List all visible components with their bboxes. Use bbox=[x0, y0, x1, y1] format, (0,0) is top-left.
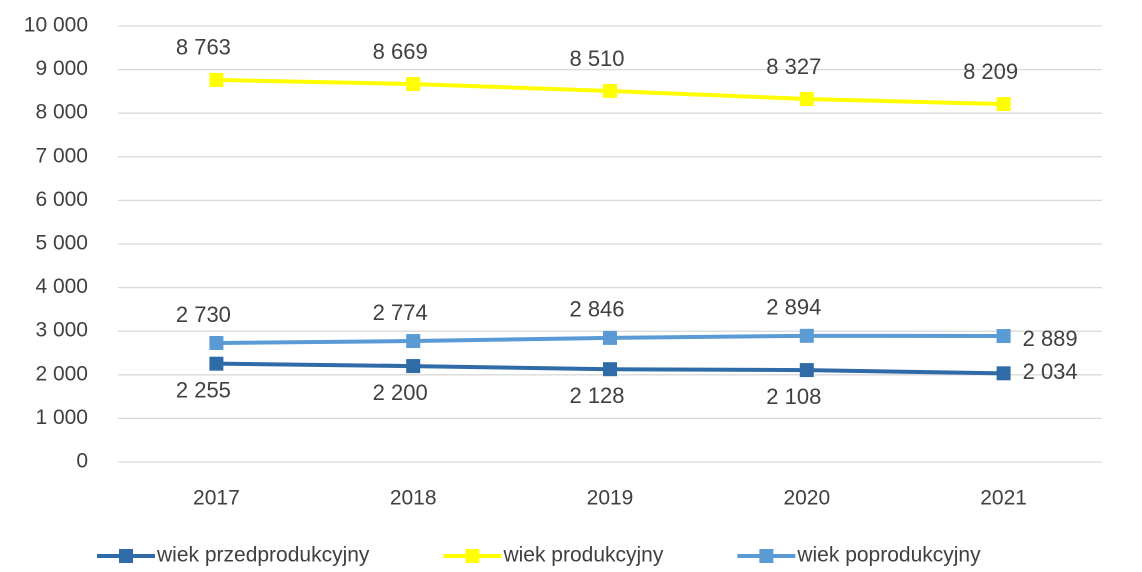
x-tick-label: 2018 bbox=[390, 487, 437, 510]
marker bbox=[996, 329, 1011, 344]
y-tick-label: 9 000 bbox=[35, 57, 88, 80]
marker bbox=[996, 97, 1011, 112]
legend-marker bbox=[119, 549, 133, 563]
y-tick-label: 2 000 bbox=[35, 362, 88, 385]
data-label: 8 510 bbox=[569, 46, 624, 71]
marker bbox=[603, 330, 617, 345]
marker bbox=[209, 335, 224, 350]
data-label: 2 846 bbox=[569, 297, 624, 322]
y-tick-label: 7 000 bbox=[35, 144, 88, 167]
y-tick-label: 4 000 bbox=[35, 275, 88, 298]
marker bbox=[799, 328, 814, 343]
data-label: 2 894 bbox=[766, 295, 821, 320]
x-tick-label: 2021 bbox=[980, 487, 1027, 510]
legend-label: wiek przedprodukcyjny bbox=[156, 544, 370, 567]
legend-marker bbox=[465, 549, 480, 563]
marker bbox=[406, 334, 421, 349]
data-label: 8 327 bbox=[766, 54, 821, 79]
y-tick-label: 0 bbox=[76, 450, 88, 473]
marker bbox=[799, 363, 814, 378]
y-tick-label: 5 000 bbox=[35, 232, 88, 255]
legend-label: wiek produkcyjny bbox=[502, 544, 663, 567]
marker bbox=[406, 359, 421, 374]
x-tick-label: 2020 bbox=[783, 487, 830, 510]
data-label: 2 200 bbox=[373, 380, 428, 405]
marker bbox=[406, 77, 421, 92]
marker bbox=[603, 362, 617, 377]
y-tick-label: 8 000 bbox=[35, 101, 88, 124]
y-tick-label: 6 000 bbox=[35, 188, 88, 211]
marker bbox=[799, 91, 814, 106]
data-label: 8 763 bbox=[176, 35, 231, 60]
y-tick-label: 10 000 bbox=[24, 14, 88, 37]
data-label: 2 034 bbox=[1023, 359, 1078, 384]
data-label: 8 209 bbox=[963, 59, 1018, 84]
marker bbox=[996, 366, 1011, 381]
marker bbox=[209, 72, 224, 87]
x-tick-label: 2017 bbox=[193, 487, 240, 510]
y-tick-label: 1 000 bbox=[35, 406, 88, 429]
data-label: 8 669 bbox=[373, 39, 428, 64]
data-label: 2 128 bbox=[569, 383, 624, 408]
marker bbox=[209, 356, 224, 371]
x-tick-label: 2019 bbox=[587, 487, 634, 510]
data-label: 2 889 bbox=[1023, 326, 1078, 351]
data-label: 2 108 bbox=[766, 384, 821, 409]
data-label: 2 774 bbox=[373, 300, 428, 325]
data-label: 2 255 bbox=[176, 377, 231, 402]
marker bbox=[603, 83, 617, 98]
y-tick-label: 3 000 bbox=[35, 319, 88, 342]
data-label: 2 730 bbox=[176, 302, 231, 327]
legend-marker bbox=[759, 549, 774, 563]
legend-label: wiek poprodukcyjny bbox=[796, 544, 981, 567]
